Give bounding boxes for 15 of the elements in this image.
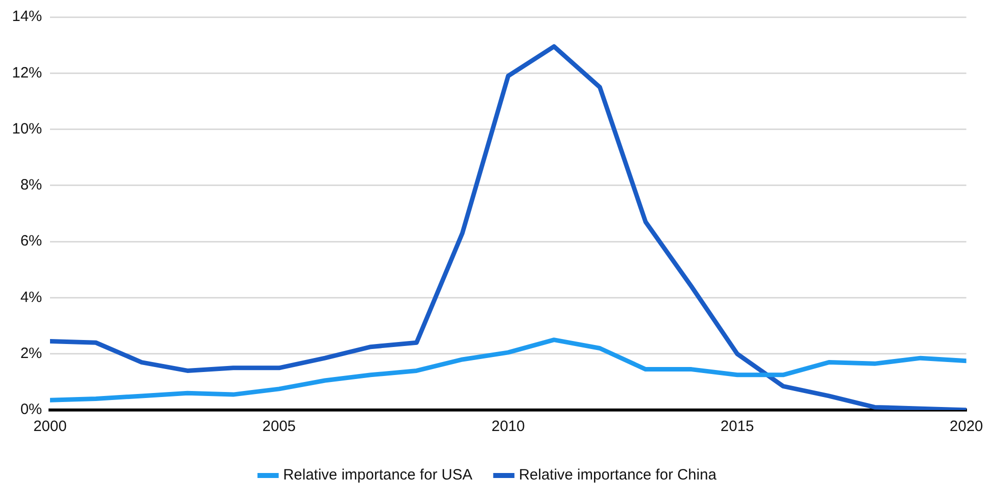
y-tick-label: 12% <box>12 64 42 82</box>
x-tick-label: 2005 <box>262 418 296 436</box>
y-tick-label: 2% <box>20 345 42 362</box>
y-tick-label: 4% <box>20 288 42 306</box>
y-tick-label: 6% <box>20 232 42 250</box>
y-tick-label: 14% <box>12 8 42 26</box>
legend-label: Relative importance for China <box>518 466 718 484</box>
legend-label: Relative importance for USA <box>283 466 472 484</box>
x-tick-label: 2000 <box>33 418 67 436</box>
y-tick-label: 0% <box>20 401 42 418</box>
x-tick-label: 2010 <box>491 418 525 436</box>
y-tick-label: 10% <box>12 120 42 138</box>
y-tick-label: 8% <box>20 176 42 194</box>
x-tick-label: 2020 <box>950 418 984 436</box>
x-tick-label: 2015 <box>720 418 754 436</box>
